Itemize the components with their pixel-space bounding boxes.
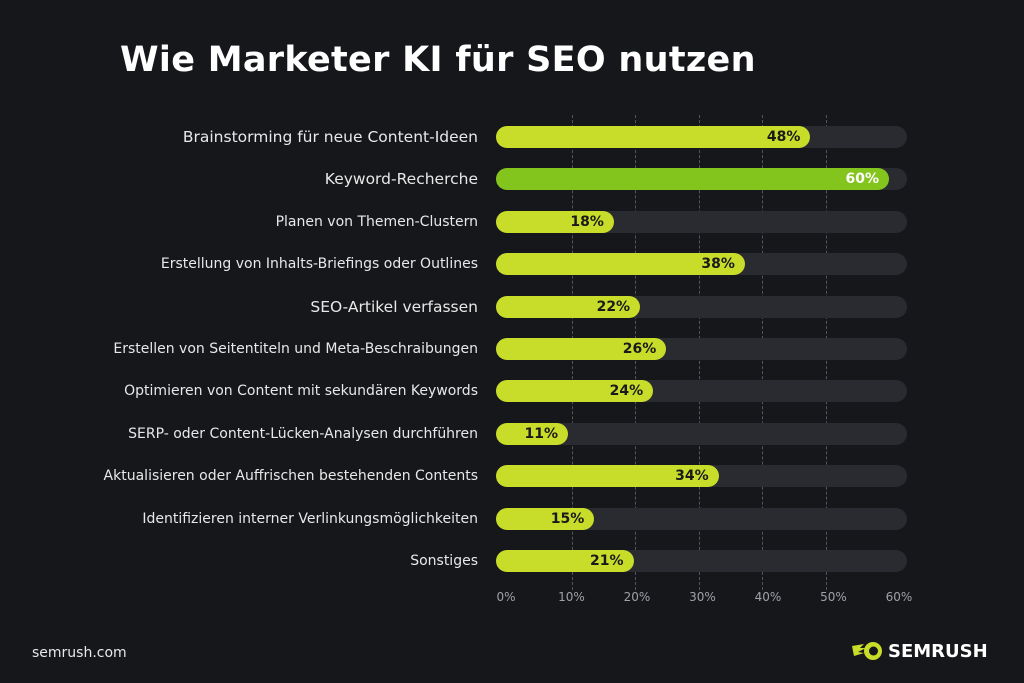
data-label: 15% (550, 510, 585, 527)
x-tick-label: 60% (885, 590, 913, 604)
bar (496, 465, 719, 488)
data-label: 18% (570, 213, 604, 230)
data-label: 38% (701, 256, 735, 273)
category-label: Keyword-Recherche (324, 170, 478, 189)
data-label: 34% (675, 468, 709, 485)
brand-name: SEMRUSH (888, 640, 988, 662)
bar (496, 380, 654, 403)
category-label: Aktualisieren oder Auffrischen bestehend… (103, 468, 478, 485)
source-link[interactable]: semrush.com (32, 645, 127, 661)
data-label: 24% (609, 383, 644, 400)
bar (496, 422, 569, 445)
x-tick-label: 0% (496, 590, 516, 604)
category-label: Brainstorming für neue Content-Ideen (182, 128, 478, 146)
category-label: Identifizieren interner Verlinkungsmögli… (142, 510, 478, 527)
x-tick-label: 50% (820, 590, 847, 604)
category-label: Optimieren von Content mit sekundären Ke… (124, 383, 478, 400)
bar (496, 168, 889, 191)
category-label: SERP- oder Content-Lücken-Analysen durch… (128, 425, 478, 442)
data-label: 48% (766, 129, 801, 145)
bar (496, 126, 811, 148)
category-label: Erstellung von Inhalts-Briefings oder Ou… (160, 256, 478, 273)
bar (496, 253, 745, 276)
bar (496, 338, 667, 360)
x-tick-label: 10% (558, 590, 585, 604)
bar (496, 550, 634, 572)
category-label: Planen von Themen-Clustern (275, 213, 478, 230)
data-label: 11% (524, 425, 559, 442)
data-label: 22% (596, 298, 631, 315)
data-label: 26% (622, 341, 657, 357)
semrush-logo: SEMRUSH (850, 640, 988, 662)
bar-track (496, 422, 907, 445)
bar (496, 210, 614, 233)
bar (496, 507, 595, 530)
category-label: SEO-Artikel verfassen (310, 297, 478, 316)
chart-title: Wie Marketer KI für SEO nutzen (120, 40, 756, 80)
data-label: 60% (845, 171, 879, 188)
category-label: Erstellen von Seitentiteln und Meta-Besc… (113, 341, 478, 357)
x-tick-label: 30% (689, 590, 716, 604)
bar (496, 295, 641, 318)
category-label: Sonstiges (410, 553, 478, 569)
bar-track (496, 507, 907, 530)
x-tick-label: 40% (754, 590, 782, 604)
semrush-flame-icon (852, 642, 882, 660)
x-tick-label: 20% (623, 590, 651, 604)
data-label: 21% (590, 553, 624, 569)
